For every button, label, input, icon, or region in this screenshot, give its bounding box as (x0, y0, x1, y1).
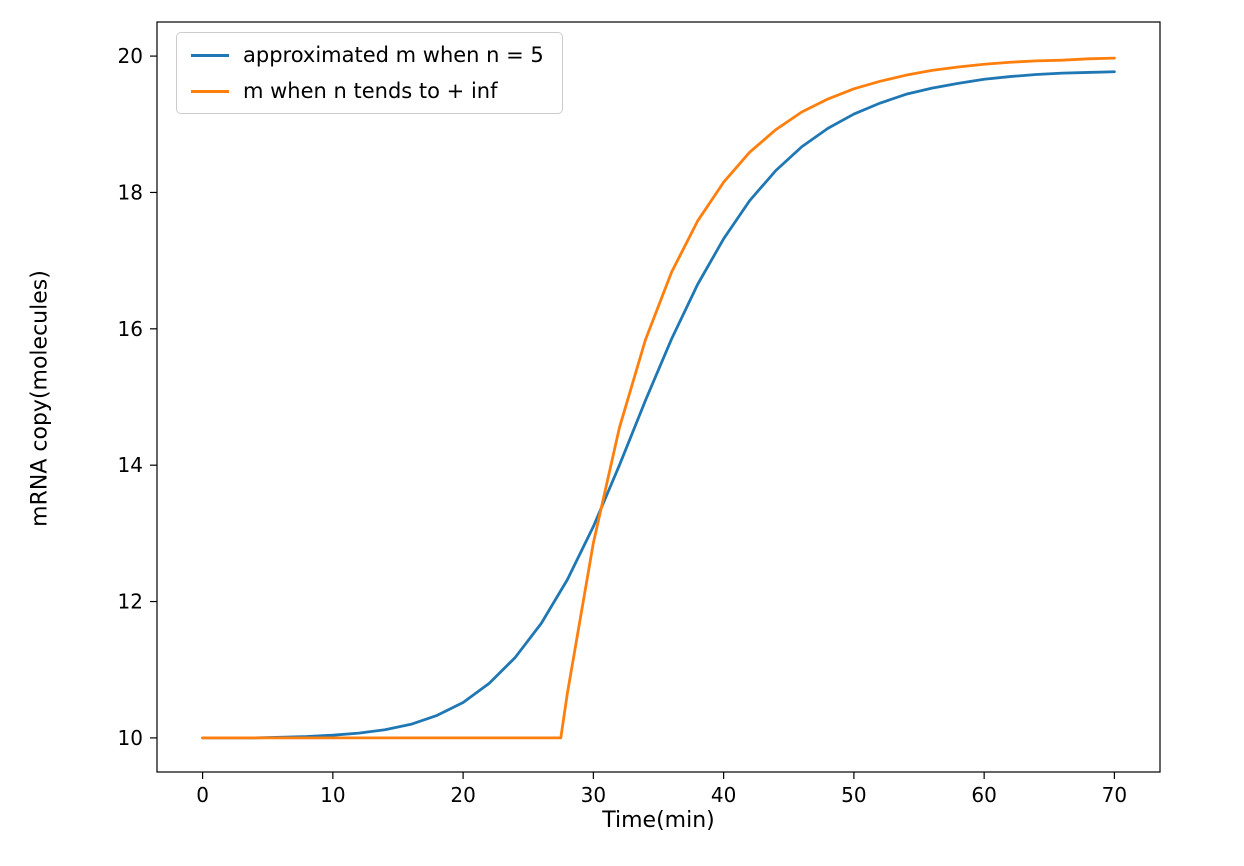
y-tick-label: 20 (118, 44, 143, 68)
x-tick-label: 30 (581, 783, 606, 807)
legend-label-series-0: approximated m when n = 5 (243, 43, 544, 67)
y-axis-label: mRNA copy(molecules) (27, 270, 53, 527)
y-tick-label: 10 (118, 726, 143, 750)
y-tick-label: 14 (118, 453, 143, 477)
x-tick-label: 0 (196, 783, 209, 807)
x-tick-label: 60 (971, 783, 996, 807)
x-tick-label: 20 (450, 783, 475, 807)
x-tick-label: 70 (1102, 783, 1127, 807)
x-axis-label: Time(min) (602, 808, 715, 833)
legend: approximated m when n = 5 m when n tends… (176, 32, 563, 114)
legend-label-series-1: m when n tends to + inf (243, 79, 498, 103)
legend-swatch-series-1 (191, 89, 229, 93)
y-tick-label: 18 (118, 180, 143, 204)
x-tick-label: 40 (711, 783, 736, 807)
y-tick-label: 12 (118, 590, 143, 614)
x-tick-label: 50 (841, 783, 866, 807)
y-tick-label: 16 (118, 317, 143, 341)
x-tick-label: 10 (320, 783, 345, 807)
legend-swatch-series-0 (191, 53, 229, 57)
series-line-1 (201, 56, 1116, 740)
series-line-0 (201, 70, 1116, 740)
legend-item: approximated m when n = 5 (191, 43, 544, 67)
plot-border (156, 21, 1161, 773)
legend-item: m when n tends to + inf (191, 79, 544, 103)
